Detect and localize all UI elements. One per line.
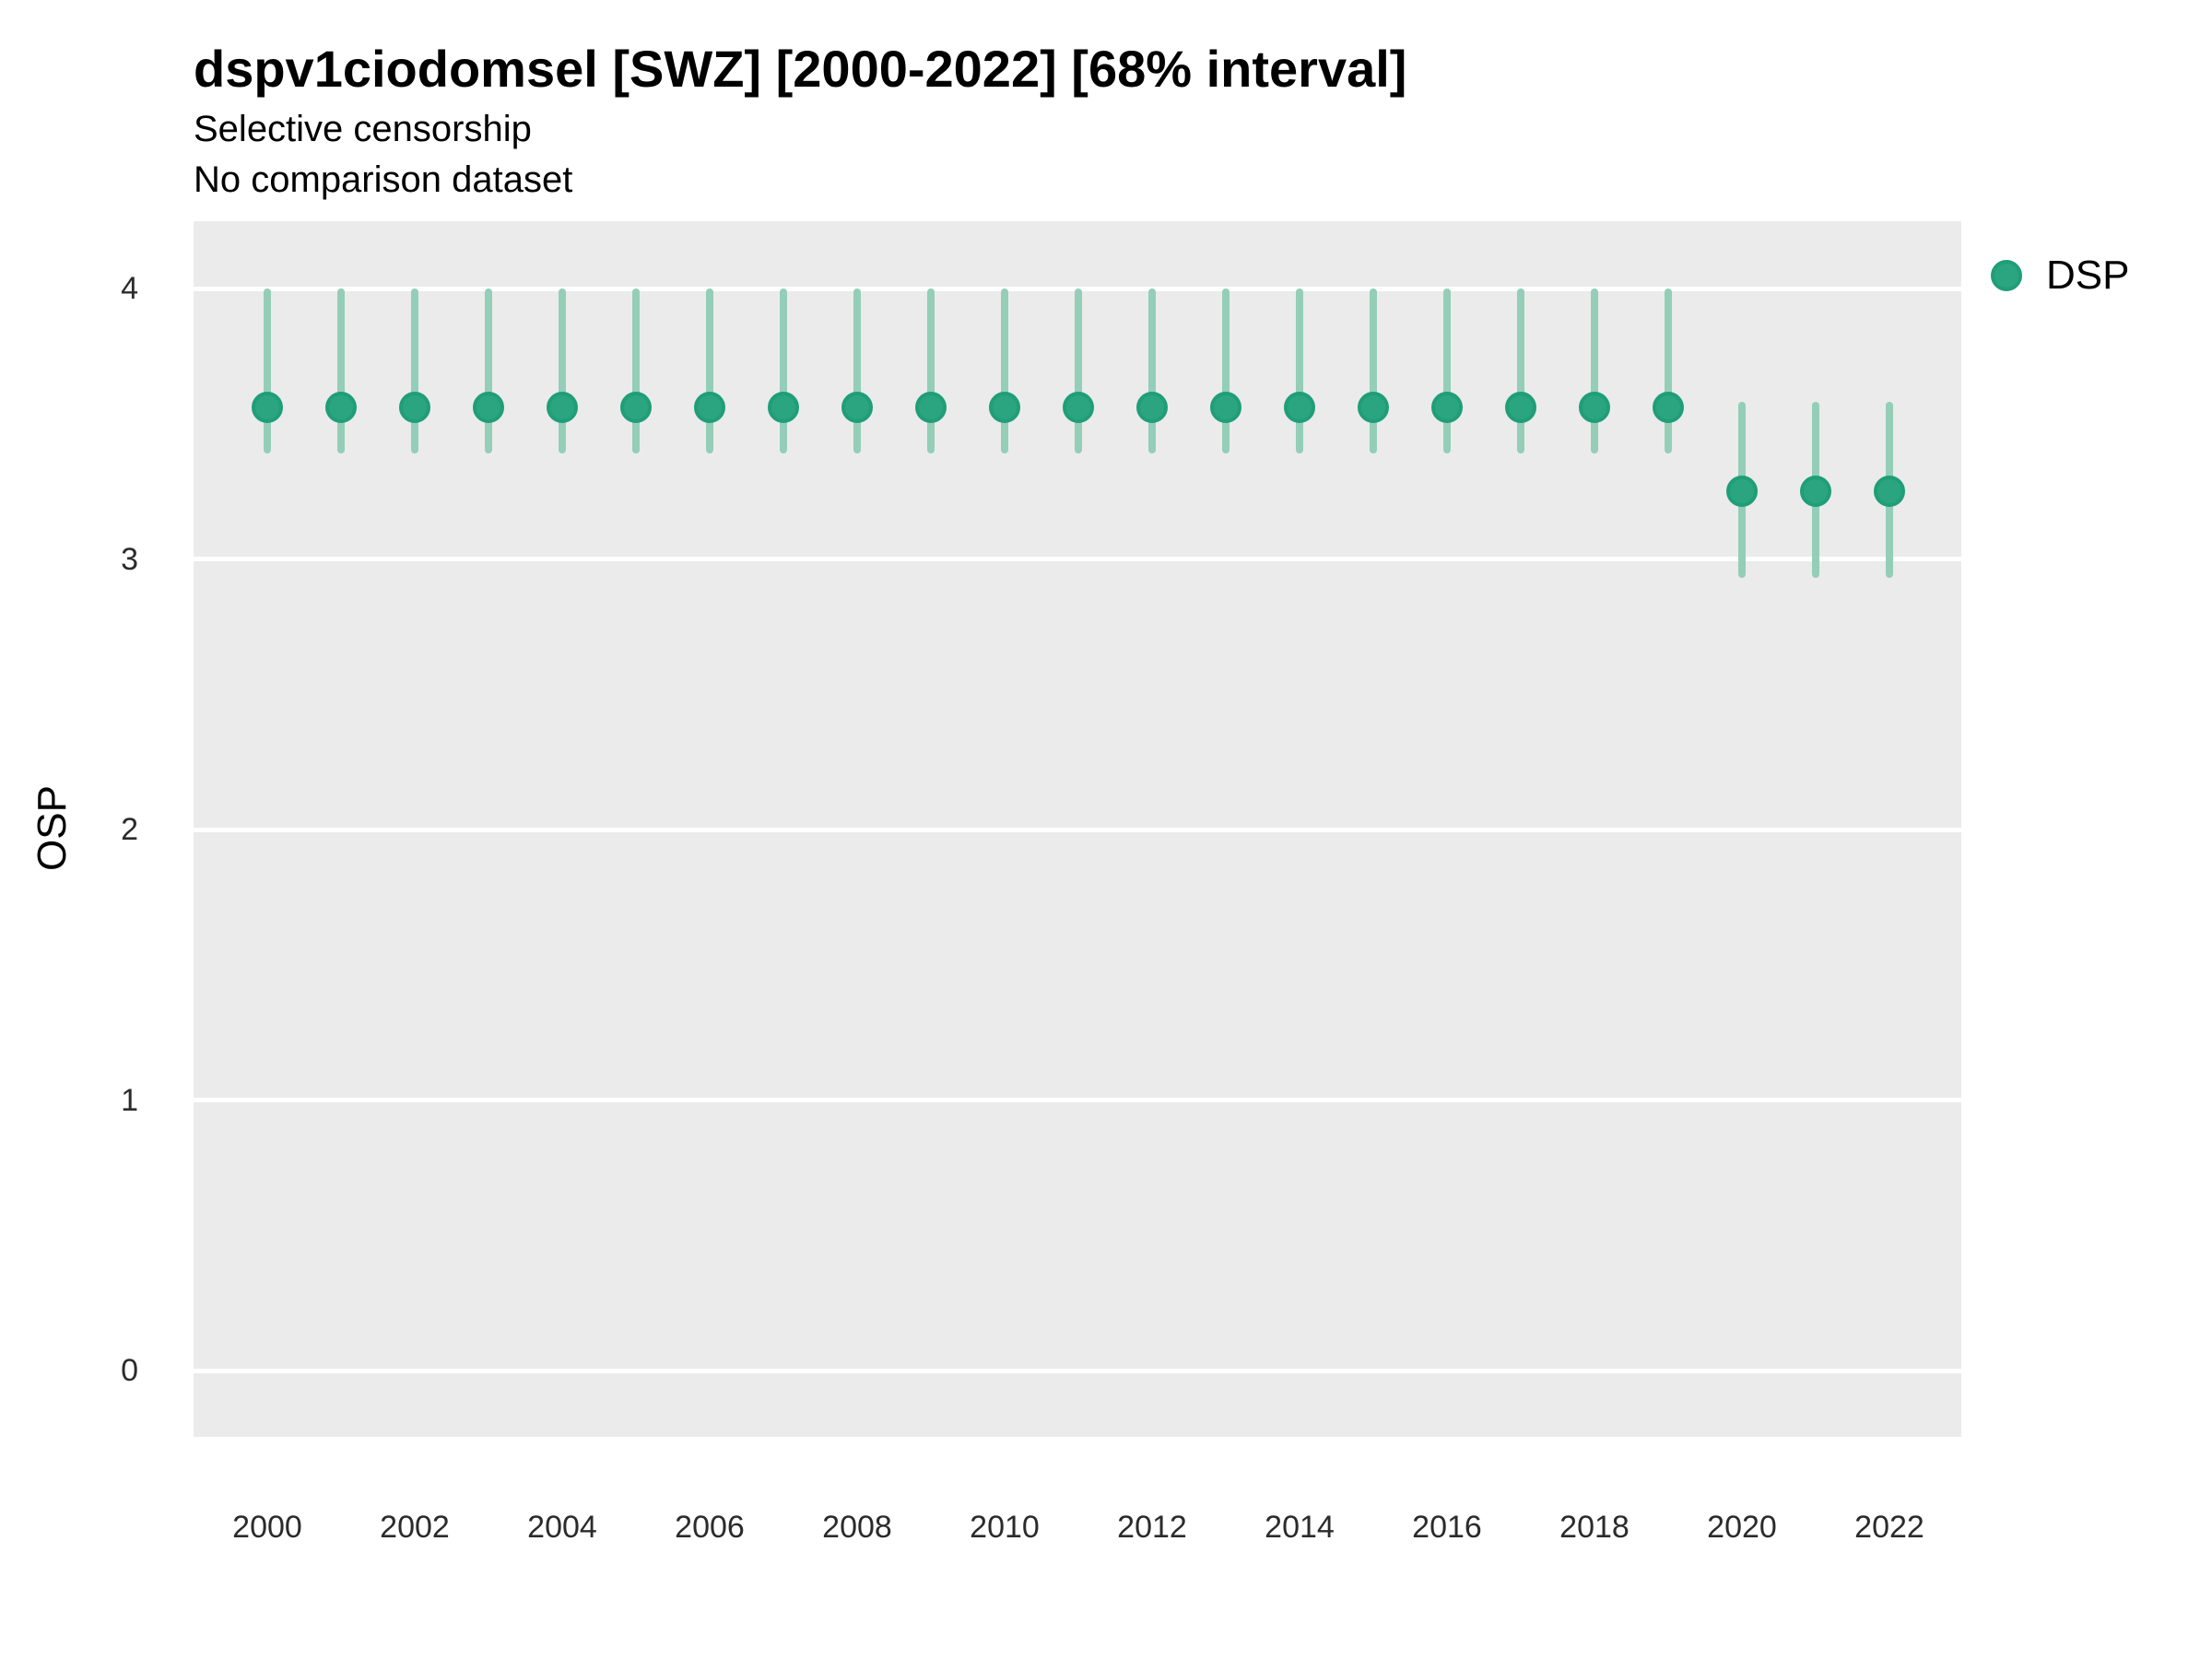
interval-bar [1075,288,1082,454]
gridline-y-2 [194,827,1961,832]
x-tick-label-2010: 2010 [970,1510,1040,1545]
data-point [252,392,283,424]
gridline-y-3 [194,557,1961,561]
plot-subtitle: Selective censorship [194,109,532,149]
gridline-y-0 [194,1368,1961,1373]
x-tick-label-2016: 2016 [1412,1510,1482,1545]
x-tick-label-2008: 2008 [822,1510,892,1545]
data-point [1800,476,1831,508]
data-point [1579,392,1610,424]
y-tick-label-4: 4 [121,271,138,306]
data-point [1358,392,1389,424]
interval-bar [853,288,861,454]
interval-bar [1665,288,1672,454]
y-tick-label-0: 0 [121,1353,138,1388]
data-point [1210,392,1241,424]
interval-bar [337,288,345,454]
interval-bar [1296,288,1303,454]
data-point [1063,392,1094,424]
data-point [841,392,873,424]
gridline-y-1 [194,1098,1961,1102]
interval-bar [780,288,787,454]
x-tick-label-2000: 2000 [232,1510,302,1545]
data-point [1431,392,1463,424]
interval-bar [264,288,271,454]
x-tick-label-2020: 2020 [1707,1510,1777,1545]
interval-bar [1370,288,1377,454]
interval-bar [1591,288,1598,454]
interval-bar [706,288,713,454]
data-point [768,392,799,424]
x-tick-label-2018: 2018 [1559,1510,1630,1545]
x-tick-label-2012: 2012 [1117,1510,1187,1545]
interval-bar [559,288,566,454]
data-point [1505,392,1536,424]
x-tick-label-2004: 2004 [527,1510,597,1545]
plot-title: dspv1ciodomsel [SWZ] [2000-2022] [68% in… [194,40,1407,98]
data-point [915,392,947,424]
x-tick-label-2014: 2014 [1265,1510,1335,1545]
data-point [989,392,1020,424]
interval-bar [1517,288,1524,454]
y-tick-label-2: 2 [121,812,138,847]
data-point [473,392,504,424]
interval-bar [927,288,935,454]
data-point [1874,476,1905,508]
data-point [694,392,725,424]
data-point [620,392,652,424]
chart-panel [194,221,1961,1437]
x-tick-label-2006: 2006 [675,1510,745,1545]
interval-bar [411,288,418,454]
plot-caption: No comparison dataset [194,159,573,200]
legend-label: DSP [2046,253,2130,298]
data-point [547,392,578,424]
data-point [1653,392,1684,424]
data-point [1284,392,1315,424]
x-tick-label-2022: 2022 [1854,1510,1924,1545]
legend-point-icon [1991,260,2022,291]
legend: DSP [1991,253,2129,299]
y-tick-label-1: 1 [121,1082,138,1118]
interval-bar [1148,288,1156,454]
interval-bar [1001,288,1008,454]
interval-bar [632,288,640,454]
interval-bar [1222,288,1230,454]
interval-bar [1443,288,1451,454]
y-tick-label-3: 3 [121,541,138,577]
data-point [1136,392,1168,424]
x-tick-label-2002: 2002 [380,1510,450,1545]
data-point [325,392,357,424]
data-point [1726,476,1758,508]
data-point [399,392,430,424]
interval-bar [485,288,492,454]
